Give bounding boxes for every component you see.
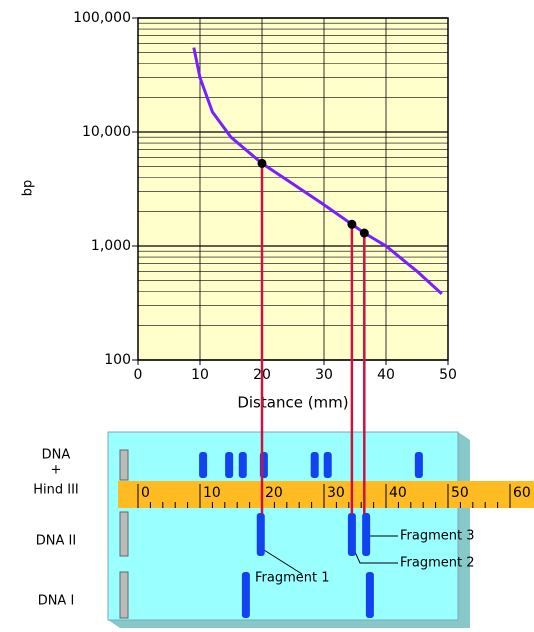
y-tick-label: 1,000 xyxy=(91,238,131,254)
lane-label: + xyxy=(51,463,62,478)
wells xyxy=(119,449,129,619)
ruler-label: 0 xyxy=(141,485,150,501)
plot-frame xyxy=(137,17,449,361)
band xyxy=(238,452,247,478)
ruler-label: 40 xyxy=(389,485,407,501)
leaders xyxy=(263,535,398,575)
fragment-label: Fragment 3 xyxy=(400,529,475,544)
lane-label: DNA II xyxy=(36,534,76,549)
ruler-label: 20 xyxy=(265,485,283,501)
fragment-label: Fragment 2 xyxy=(400,556,475,571)
y-tick-label: 10,000 xyxy=(82,124,131,140)
point xyxy=(359,228,369,238)
ruler-label: 10 xyxy=(203,485,221,501)
ruler-label: 30 xyxy=(327,485,345,501)
band xyxy=(362,513,371,556)
lane-label: Hind III xyxy=(33,483,79,498)
band xyxy=(365,572,374,618)
x-tick-label: 10 xyxy=(191,367,209,383)
band xyxy=(256,513,265,556)
y-tick-label: 100,000 xyxy=(73,10,131,26)
plot-area xyxy=(138,18,448,360)
ruler-label: 50 xyxy=(451,485,469,501)
x-axis-label: Distance (mm) xyxy=(237,394,348,412)
band xyxy=(225,452,234,478)
ruler xyxy=(118,481,534,508)
y-tick-label: 100 xyxy=(104,352,131,368)
band xyxy=(199,452,208,478)
point xyxy=(257,158,267,168)
y-axis-label: bp xyxy=(21,180,36,197)
band xyxy=(241,572,250,618)
lane-label: DNA xyxy=(42,448,71,463)
point xyxy=(347,219,357,229)
fragment-label: Fragment 1 xyxy=(255,571,330,586)
x-tick-label: 30 xyxy=(315,367,333,383)
band xyxy=(323,452,332,478)
band xyxy=(414,452,423,478)
x-tick-label: 40 xyxy=(377,367,395,383)
x-tick-label: 0 xyxy=(134,367,143,383)
band xyxy=(310,452,319,478)
curve xyxy=(192,47,443,296)
lane-label: DNA I xyxy=(38,594,75,609)
band xyxy=(347,513,356,556)
x-tick-label: 50 xyxy=(439,367,457,383)
ruler-label: 60 xyxy=(513,485,531,501)
